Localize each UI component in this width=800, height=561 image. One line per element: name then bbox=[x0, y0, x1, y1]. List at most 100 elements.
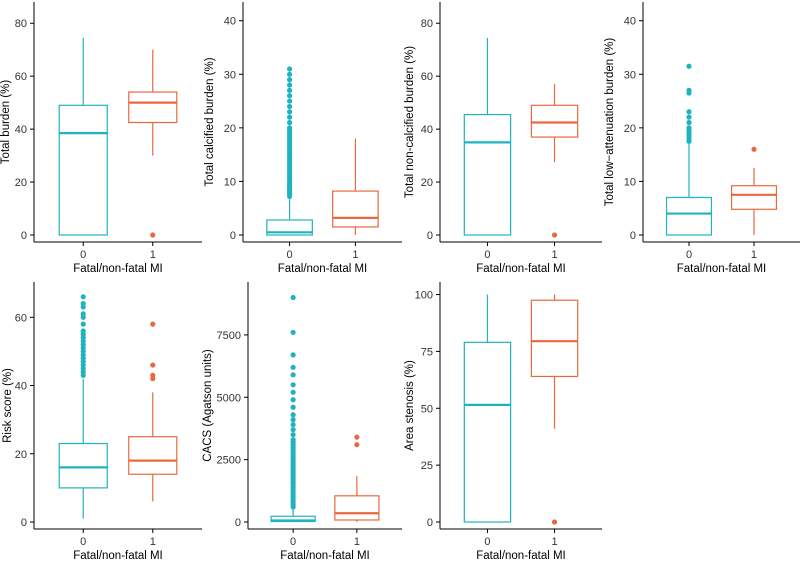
outlier-point bbox=[686, 63, 692, 69]
y-tick-label: 20 bbox=[624, 123, 636, 135]
outlier-point bbox=[290, 404, 296, 410]
outlier-point bbox=[290, 372, 296, 378]
y-axis-title: CACS (Agatson units) bbox=[202, 349, 214, 462]
box-group-0 bbox=[266, 66, 313, 236]
y-tick-label: 100 bbox=[415, 290, 433, 302]
outlier-point bbox=[686, 109, 692, 115]
box-group-1 bbox=[128, 321, 178, 502]
y-tick-label: 80 bbox=[421, 18, 433, 30]
outlier-point bbox=[551, 232, 558, 238]
y-tick-label: 40 bbox=[15, 381, 27, 393]
x-tick-label: 0 bbox=[80, 249, 86, 261]
outlier-point bbox=[290, 329, 296, 336]
outlier-point bbox=[290, 294, 296, 301]
box-group-0 bbox=[463, 294, 512, 523]
outlier-point bbox=[290, 437, 296, 443]
iqr-box bbox=[530, 104, 579, 138]
outlier-point bbox=[286, 98, 293, 104]
outlier-point bbox=[354, 434, 360, 440]
x-tick-label: 1 bbox=[551, 249, 557, 261]
outlier-point bbox=[150, 372, 156, 378]
outlier-point bbox=[354, 442, 360, 448]
iqr-box bbox=[665, 196, 713, 236]
outlier-point bbox=[286, 119, 293, 126]
x-axis-title: Fatal/non-fatal MI bbox=[677, 263, 766, 275]
y-tick-label: 40 bbox=[15, 124, 27, 136]
box-group-1 bbox=[730, 146, 778, 235]
outlier-point bbox=[551, 519, 558, 525]
x-tick-label: 1 bbox=[352, 249, 358, 261]
outlier-point bbox=[290, 417, 296, 423]
iqr-box bbox=[463, 341, 512, 523]
iqr-box bbox=[530, 299, 579, 378]
outlier-point bbox=[686, 87, 692, 93]
y-tick-label: 0 bbox=[427, 517, 433, 529]
outlier-point bbox=[290, 432, 296, 438]
y-tick-label: 5000 bbox=[217, 392, 241, 404]
panel-total-burden: 0 20 40 60 80 0 1 Fatal/non-fatal MI Total burde… bbox=[0, 2, 202, 275]
outlier-point bbox=[290, 422, 296, 428]
outlier-point bbox=[150, 321, 156, 327]
y-tick-label: 60 bbox=[421, 71, 433, 83]
y-tick-label: 0 bbox=[230, 230, 236, 242]
panel-cacs: 0 2500 5000 7500 0 1 Fatal/non-fatal MI CACS (A… bbox=[202, 282, 402, 561]
box-group-1 bbox=[332, 138, 379, 235]
y-tick-label: 75 bbox=[421, 346, 433, 358]
y-tick-label: 25 bbox=[421, 460, 433, 472]
outlier-point bbox=[290, 427, 296, 433]
outlier-point bbox=[286, 109, 293, 115]
panel-total-noncalcified-burden: 0 20 40 60 80 0 1 Fatal/non-fatal MI Total non-c… bbox=[404, 2, 602, 275]
box-group-1 bbox=[530, 84, 579, 238]
box-group-1 bbox=[530, 294, 579, 525]
outlier-point bbox=[286, 71, 293, 77]
panel-area-stenosis: 0 25 50 75 100 0 1 Fatal/non-fatal MI Area steno… bbox=[404, 282, 602, 561]
panel-risk-score: 0 20 40 60 0 1 Fatal/non-fatal MI Risk score (%… bbox=[2, 282, 202, 561]
outlier-point bbox=[286, 93, 293, 99]
y-tick-label: 30 bbox=[224, 69, 236, 81]
iqr-box bbox=[332, 190, 379, 228]
y-axis-title: Total non-calcified burden (%) bbox=[404, 46, 416, 198]
y-tick-label: 40 bbox=[624, 16, 636, 28]
box-group-1 bbox=[334, 434, 380, 522]
x-tick-label: 1 bbox=[751, 249, 757, 261]
outlier-point bbox=[80, 294, 86, 300]
iqr-box bbox=[58, 104, 108, 236]
y-tick-label: 0 bbox=[21, 517, 27, 529]
y-tick-label: 0 bbox=[21, 230, 27, 242]
x-tick-label: 0 bbox=[484, 536, 490, 548]
outlier-point bbox=[686, 119, 692, 126]
outlier-point bbox=[686, 125, 692, 131]
x-tick-label: 1 bbox=[354, 536, 360, 548]
y-tick-label: 0 bbox=[235, 517, 241, 529]
y-tick-label: 7500 bbox=[217, 330, 241, 342]
outlier-point bbox=[80, 328, 86, 334]
outlier-point bbox=[150, 232, 156, 238]
y-axis-title: Total calcified burden (%) bbox=[204, 57, 216, 186]
box-group-0 bbox=[58, 37, 108, 236]
x-tick-label: 1 bbox=[150, 249, 156, 261]
outlier-point bbox=[80, 311, 86, 317]
y-tick-label: 20 bbox=[15, 177, 27, 189]
y-axis-title: Total burden (%) bbox=[0, 80, 12, 165]
outlier-point bbox=[751, 146, 757, 152]
box-group-0 bbox=[463, 37, 512, 236]
y-tick-label: 40 bbox=[421, 124, 433, 136]
x-tick-label: 1 bbox=[150, 536, 156, 548]
panel-total-calcified-burden: 0 10 20 30 40 0 1 Fatal/non-fatal MI Total calci… bbox=[204, 2, 402, 275]
x-axis-title: Fatal/non-fatal MI bbox=[278, 263, 367, 275]
y-tick-label: 10 bbox=[224, 176, 236, 188]
outlier-point bbox=[286, 114, 293, 120]
y-tick-label: 80 bbox=[15, 18, 27, 30]
outlier-point bbox=[80, 301, 86, 307]
y-tick-label: 20 bbox=[15, 449, 27, 461]
y-tick-label: 0 bbox=[427, 230, 433, 242]
x-tick-label: 0 bbox=[287, 249, 293, 261]
y-tick-label: 2500 bbox=[217, 455, 241, 467]
iqr-box bbox=[58, 442, 108, 489]
y-tick-label: 20 bbox=[421, 177, 433, 189]
x-axis-title: Fatal/non-fatal MI bbox=[280, 550, 369, 561]
x-tick-label: 0 bbox=[290, 536, 296, 548]
box-group-0 bbox=[58, 294, 108, 519]
outlier-point bbox=[290, 364, 296, 370]
outlier-point bbox=[290, 397, 296, 403]
